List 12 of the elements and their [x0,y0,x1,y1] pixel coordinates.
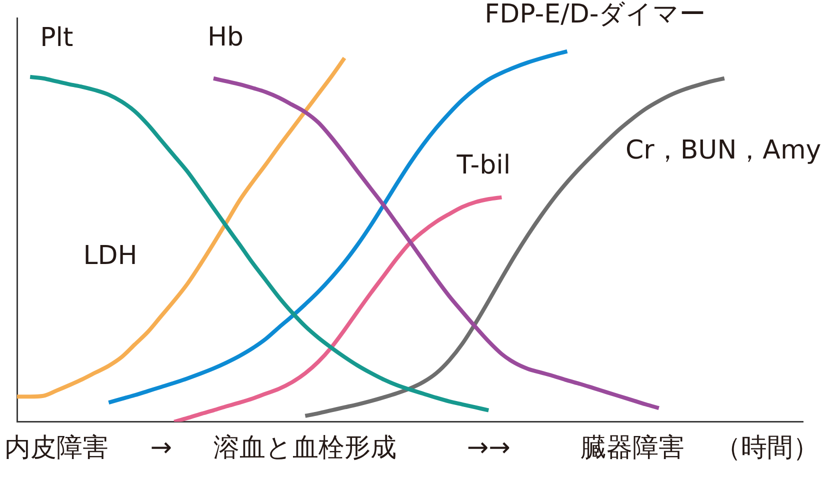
x-tick-label: 臓器障害 [580,433,685,464]
x-tick-label: 溶血と血栓形成 [214,433,397,464]
x-tick-label: 内皮障害 [4,433,108,464]
series-label: Hb [208,22,244,52]
series-label: FDP-E/D-ダイマー [484,0,706,30]
x-tick-label: → [150,433,172,464]
x-tick-label: →→ [466,433,510,464]
series-label: T-bil [456,150,511,180]
series-label: Cr，BUN，Amy [626,135,822,166]
series-label: Plt [40,22,74,53]
x-axis-title: （時間） [715,433,819,464]
series-label: LDH [83,240,138,271]
